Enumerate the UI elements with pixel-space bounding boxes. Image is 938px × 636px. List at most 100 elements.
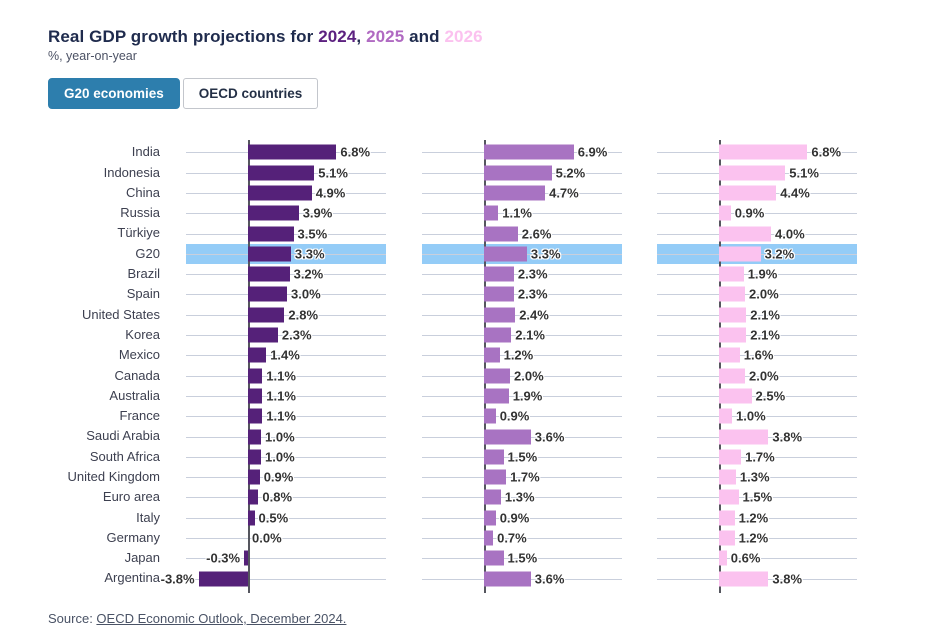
bar-2024-United States[interactable] <box>248 307 285 323</box>
bar-2025-China[interactable] <box>484 185 546 201</box>
bar-2026-Japan[interactable] <box>719 550 727 566</box>
bar-2026-Russia[interactable] <box>719 205 731 221</box>
bar-2024-France[interactable] <box>248 408 263 424</box>
bar-2026-Korea[interactable] <box>719 327 747 343</box>
bar-2026-India[interactable] <box>719 144 808 160</box>
bar-2026-United States[interactable] <box>719 307 747 323</box>
bar-2025-Spain[interactable] <box>484 286 514 302</box>
gridline <box>657 314 857 316</box>
bar-2024-Russia[interactable] <box>248 205 299 221</box>
bar-2025-Canada[interactable] <box>484 368 510 384</box>
gridline <box>186 538 386 540</box>
chart-row-2025-India: 6.9% <box>422 142 622 162</box>
category-label: China <box>126 184 160 200</box>
chart-row-2025-Korea: 2.1% <box>422 325 622 345</box>
value-label: 0.6% <box>730 550 761 566</box>
value-label: 2.3% <box>517 286 548 302</box>
bar-2025-Japan[interactable] <box>484 550 504 566</box>
value-label: 1.1% <box>266 408 296 424</box>
bar-2025-Australia[interactable] <box>484 388 509 404</box>
bar-2025-Mexico[interactable] <box>484 347 500 363</box>
bar-2024-Brazil[interactable] <box>248 266 290 282</box>
bar-2026-Canada[interactable] <box>719 368 745 384</box>
bar-2026-Indonesia[interactable] <box>719 165 786 181</box>
bar-2024-India[interactable] <box>248 144 337 160</box>
bar-2024-Mexico[interactable] <box>248 347 267 363</box>
category-label: Brazil <box>127 266 160 282</box>
bar-2025-United States[interactable] <box>484 307 516 323</box>
bar-2025-Türkiye[interactable] <box>484 226 518 242</box>
bar-2026-South Africa[interactable] <box>719 449 742 465</box>
tab-g20-economies[interactable]: G20 economies <box>48 78 180 110</box>
gridline <box>422 335 622 337</box>
bar-2024-Spain[interactable] <box>248 286 287 302</box>
chart-row-2024-India: 6.8% <box>186 142 386 162</box>
bar-2024-Euro area[interactable] <box>248 489 259 505</box>
gridline <box>422 233 622 235</box>
bar-2024-Canada[interactable] <box>248 368 263 384</box>
value-label: 1.4% <box>270 347 300 363</box>
bar-2024-United Kingdom[interactable] <box>248 469 260 485</box>
bar-2025-Saudi Arabia[interactable] <box>484 429 531 445</box>
value-label: 1.0% <box>265 449 295 465</box>
bar-2025-United Kingdom[interactable] <box>484 469 507 485</box>
bar-2026-France[interactable] <box>719 408 732 424</box>
bar-2026-China[interactable] <box>719 185 777 201</box>
category-label: Euro area <box>102 489 160 505</box>
bar-2026-Germany[interactable] <box>719 530 735 546</box>
gridline <box>186 335 386 337</box>
chart-row-2025-Australia: 1.9% <box>422 386 622 406</box>
bar-2025-Argentina[interactable] <box>484 571 531 587</box>
bar-2025-France[interactable] <box>484 408 496 424</box>
bar-2026-Italy[interactable] <box>719 510 735 526</box>
bar-2025-Russia[interactable] <box>484 205 499 221</box>
gridline <box>657 395 857 397</box>
chart-row-2024-Australia: 1.1% <box>186 386 386 406</box>
bar-2025-Germany[interactable] <box>484 530 494 546</box>
bar-2026-Argentina[interactable] <box>719 571 769 587</box>
tab-oecd-countries[interactable]: OECD countries <box>182 78 319 110</box>
bar-2024-South Africa[interactable] <box>248 449 261 465</box>
value-label: -0.3% <box>206 550 241 566</box>
bar-2024-Indonesia[interactable] <box>248 165 315 181</box>
bar-2025-G20[interactable] <box>484 246 527 262</box>
source-link[interactable]: OECD Economic Outlook, December 2024. <box>96 610 347 626</box>
dataset-tabs: G20 economies OECD countries <box>48 78 938 110</box>
bar-2026-Spain[interactable] <box>719 286 745 302</box>
category-label: Indonesia <box>103 164 160 180</box>
title-year-2025: 2025 <box>366 27 405 46</box>
bar-2024-China[interactable] <box>248 185 312 201</box>
chart-row-2024-Brazil: 3.2% <box>186 264 386 284</box>
bar-2024-Argentina[interactable] <box>198 571 248 587</box>
chart-row-2026-Saudi Arabia: 3.8% <box>657 426 857 446</box>
bar-2026-Brazil[interactable] <box>719 266 744 282</box>
bar-2025-Indonesia[interactable] <box>484 165 552 181</box>
value-label: 1.7% <box>745 449 775 465</box>
value-label: 4.4% <box>780 185 810 201</box>
bar-2025-Italy[interactable] <box>484 510 496 526</box>
bar-2026-Australia[interactable] <box>719 388 752 404</box>
bar-2025-India[interactable] <box>484 144 574 160</box>
bar-2026-United Kingdom[interactable] <box>719 469 736 485</box>
value-label: 2.8% <box>288 307 319 323</box>
bar-2024-Türkiye[interactable] <box>248 226 294 242</box>
bar-2024-G20[interactable] <box>248 246 291 262</box>
bar-2025-Euro area[interactable] <box>484 489 501 505</box>
gridline <box>657 538 857 540</box>
bar-2026-G20[interactable] <box>719 246 761 262</box>
bar-2026-Mexico[interactable] <box>719 347 740 363</box>
bar-2026-Türkiye[interactable] <box>719 226 771 242</box>
bar-2024-Korea[interactable] <box>248 327 278 343</box>
chart-row-2024-Spain: 3.0% <box>186 284 386 304</box>
value-label: 1.6% <box>743 347 774 363</box>
bar-2026-Saudi Arabia[interactable] <box>719 429 769 445</box>
bar-2025-Korea[interactable] <box>484 327 512 343</box>
bar-2025-South Africa[interactable] <box>484 449 504 465</box>
bar-2026-Euro area[interactable] <box>719 489 739 505</box>
bar-2024-Italy[interactable] <box>248 510 255 526</box>
bar-2024-Australia[interactable] <box>248 388 263 404</box>
bar-2024-Japan[interactable] <box>244 550 248 566</box>
bar-2024-Saudi Arabia[interactable] <box>248 429 261 445</box>
bar-2025-Brazil[interactable] <box>484 266 514 282</box>
